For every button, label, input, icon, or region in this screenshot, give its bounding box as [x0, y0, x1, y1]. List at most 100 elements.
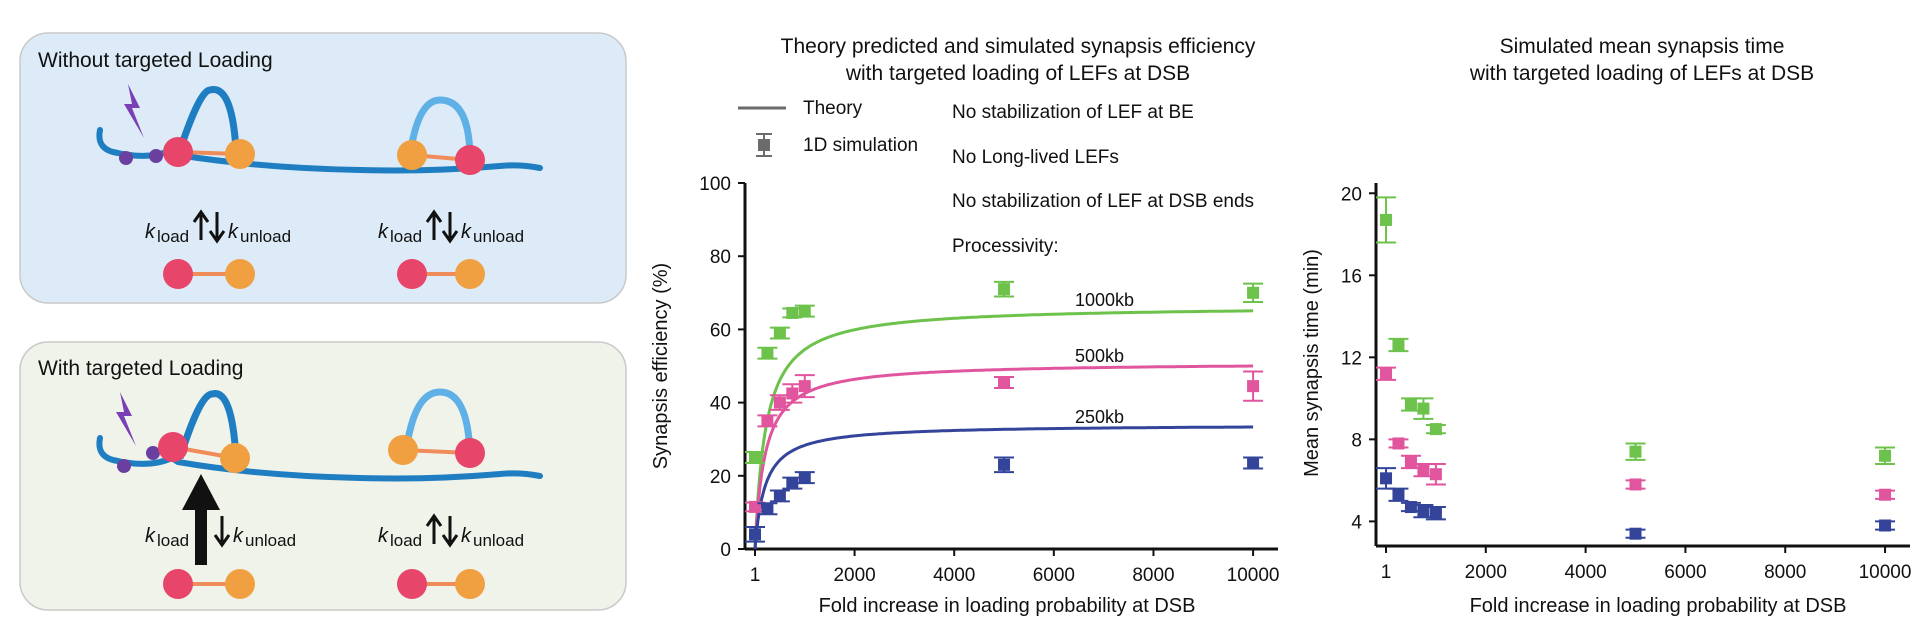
condition-note: No stabilization of LEF at DSB ends	[952, 191, 1254, 212]
chart2-simulation-points	[1376, 196, 1896, 540]
data-marker	[1417, 505, 1430, 518]
data-marker	[1404, 501, 1417, 514]
chart2-y-axis-label: Mean synapsis time (min)	[1301, 249, 1323, 477]
free-lef-head-a	[397, 569, 427, 599]
data-point-250kb	[745, 526, 766, 543]
bottom-lef-head-right-a	[388, 435, 418, 465]
k-load-subscript: load	[157, 227, 189, 246]
free-lef-head-a	[397, 259, 427, 289]
y-tick-label: 4	[1351, 512, 1362, 533]
bottom-rates-right: k load k unload	[378, 513, 524, 599]
data-marker	[798, 471, 811, 484]
top-dsb-end-right	[149, 149, 163, 163]
data-marker	[1429, 423, 1442, 436]
data-marker	[1404, 455, 1417, 468]
y-tick-label: 20	[1341, 184, 1362, 205]
up-arrow-icon	[425, 513, 443, 544]
chart2-title-line2: with targeted loading of LEFs at DSB	[1469, 62, 1814, 85]
bottom-lef-head-left-a	[158, 432, 188, 462]
free-lef-head-a	[163, 569, 193, 599]
k-load-symbol: k	[145, 221, 156, 243]
y-tick-label: 16	[1341, 266, 1362, 287]
k-load-symbol: k	[378, 525, 389, 547]
data-marker	[998, 283, 1011, 296]
x-tick-label: 1	[1381, 562, 1392, 583]
series-label-1000kb: 1000kb	[1075, 290, 1134, 310]
y-tick-label: 8	[1351, 430, 1362, 451]
top-lef-head-right-a	[397, 140, 427, 170]
data-point-250kb	[1625, 527, 1646, 540]
data-marker	[1879, 519, 1892, 532]
bottom-dsb-end-left	[117, 459, 131, 473]
x-tick-label: 8000	[1132, 565, 1174, 586]
data-point-1000kb	[745, 451, 766, 464]
data-point-250kb	[782, 476, 803, 490]
free-lef-head-a	[163, 259, 193, 289]
top-rates-right: k load k unload	[378, 209, 524, 289]
bottom-lef-head-right-b	[455, 438, 485, 468]
y-tick-label: 100	[699, 174, 731, 195]
y-tick-label: 60	[710, 320, 731, 341]
data-point-1000kb	[994, 280, 1015, 298]
chart1-axes: 1 2000 4000 6000 8000 10000 0 20 40 60 80 100	[699, 174, 1279, 586]
y-tick-label: 40	[710, 394, 731, 415]
top-dna-loop-left	[176, 86, 240, 152]
data-marker	[1392, 339, 1405, 352]
schematic-panel: Without targeted Loading k load k unload…	[19, 32, 627, 611]
data-marker	[798, 305, 811, 318]
data-marker	[1417, 464, 1430, 477]
data-marker	[1879, 449, 1892, 462]
x-tick-label: 1	[750, 565, 761, 586]
k-unload-symbol: k	[233, 525, 244, 547]
data-point-250kb	[1388, 487, 1409, 502]
x-tick-label: 8000	[1764, 562, 1806, 583]
processivity-label: Processivity:	[952, 236, 1059, 257]
k-load-subscript: load	[390, 531, 422, 550]
legend-theory-label: Theory	[803, 98, 863, 119]
k-load-symbol: k	[378, 221, 389, 243]
chart2-x-axis-label: Fold increase in loading probability at …	[1470, 595, 1847, 617]
k-unload-subscript: unload	[473, 531, 524, 550]
data-point-1000kb	[769, 326, 790, 340]
data-marker	[1392, 488, 1405, 501]
data-marker	[1629, 445, 1642, 458]
data-point-500kb	[1388, 437, 1409, 450]
data-marker	[998, 458, 1011, 471]
data-point-500kb	[1875, 488, 1896, 501]
data-point-1000kb	[1425, 423, 1446, 436]
data-marker	[761, 414, 774, 427]
data-point-1000kb	[1875, 446, 1896, 465]
up-arrow-icon	[192, 209, 210, 240]
data-marker	[749, 528, 762, 541]
bottom-dna-strand	[96, 435, 543, 482]
data-marker	[798, 380, 811, 393]
k-load-symbol: k	[145, 525, 156, 547]
chart1-title-line1: Theory predicted and simulated synapsis …	[781, 35, 1256, 58]
condition-note: No Long-lived LEFs	[952, 147, 1119, 168]
top-lef-head-right-b	[455, 145, 485, 175]
data-point-1000kb	[1388, 337, 1409, 353]
data-point-1000kb	[757, 346, 778, 360]
down-arrow-icon	[213, 516, 231, 548]
k-unload-symbol: k	[461, 525, 472, 547]
y-tick-label: 0	[720, 540, 731, 561]
y-tick-label: 12	[1341, 348, 1362, 369]
down-arrow-icon	[441, 516, 459, 548]
data-marker	[1380, 472, 1393, 485]
bottom-panel-title: With targeted Loading	[38, 357, 243, 380]
k-unload-symbol: k	[461, 221, 472, 243]
data-marker	[773, 327, 786, 340]
top-lef-head-left-b	[225, 139, 255, 169]
data-point-250kb	[1376, 467, 1397, 490]
data-point-250kb	[1243, 456, 1264, 470]
data-point-250kb	[769, 489, 790, 503]
free-lef-head-b	[225, 569, 255, 599]
series-label-500kb: 500kb	[1075, 346, 1124, 366]
data-point-250kb	[1875, 519, 1896, 532]
bottom-dna-loop-left	[176, 390, 240, 460]
data-marker	[1879, 488, 1892, 501]
data-marker	[773, 489, 786, 502]
data-point-1000kb	[1376, 196, 1397, 244]
x-tick-label: 4000	[933, 565, 975, 586]
legend-simulation-label: 1D simulation	[803, 135, 918, 156]
